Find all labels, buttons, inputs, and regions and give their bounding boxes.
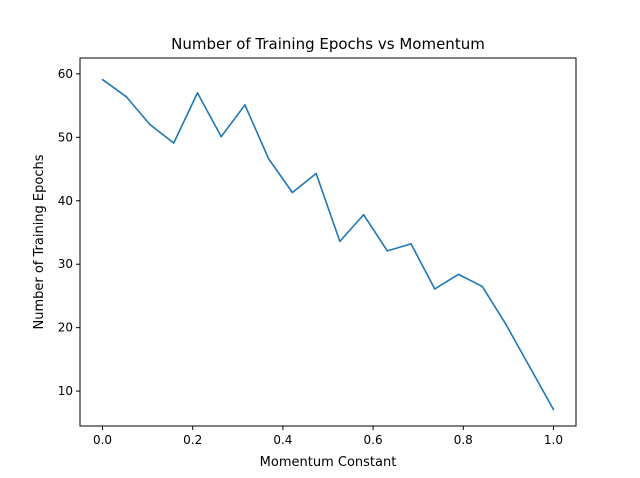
data-point <box>172 142 175 144</box>
y-tick-label: 60 <box>58 67 73 81</box>
data-point <box>101 78 104 81</box>
series-line <box>102 78 555 410</box>
data-point <box>362 213 365 216</box>
data-point <box>386 250 389 252</box>
data-point <box>481 285 484 288</box>
y-tick-label: 10 <box>58 384 73 398</box>
data-point <box>125 95 128 98</box>
plot-frame <box>79 57 577 427</box>
y-tick-label: 40 <box>58 194 73 208</box>
data-point <box>149 123 151 126</box>
data-point <box>433 288 436 290</box>
data-point <box>410 243 412 245</box>
data-point <box>196 92 199 94</box>
chart-title: Number of Training Epochs vs Momentum <box>171 35 485 53</box>
data-point <box>339 240 341 243</box>
x-axis: 0.0 0.2 0.4 0.6 0.8 1.0 <box>93 426 563 447</box>
y-tick-label: 50 <box>58 130 73 144</box>
x-tick-label: 0.2 <box>183 433 202 447</box>
data-point <box>528 366 531 368</box>
data-point <box>552 408 555 411</box>
data-point <box>291 191 294 194</box>
x-tick-label: 0.0 <box>93 433 112 447</box>
y-tick-label: 20 <box>58 321 73 335</box>
y-axis: 10 20 30 40 50 60 <box>58 67 80 398</box>
data-point <box>505 323 507 326</box>
plot-area <box>101 78 555 411</box>
data-point <box>457 273 460 276</box>
data-point <box>244 104 246 106</box>
data-point <box>315 172 317 175</box>
data-point <box>220 135 223 138</box>
y-axis-label: Number of Training Epochs <box>32 154 47 329</box>
x-axis-label: Momentum Constant <box>260 455 397 470</box>
x-tick-label: 0.6 <box>364 433 383 447</box>
x-tick-label: 0.8 <box>454 433 473 447</box>
y-tick-label: 30 <box>58 257 73 271</box>
x-tick-label: 0.4 <box>273 433 292 447</box>
x-tick-label: 1.0 <box>544 433 563 447</box>
data-point <box>267 158 270 160</box>
